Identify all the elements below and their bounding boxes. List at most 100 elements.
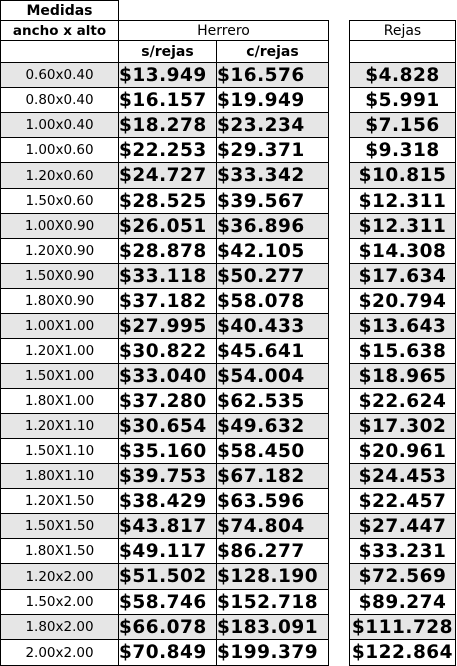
rejas-price: $24.453 bbox=[349, 463, 456, 489]
size-cell: 1.80X1.00 bbox=[0, 388, 119, 414]
rejas-blank-cell bbox=[349, 40, 456, 63]
sin-rejas-price: $18.278 bbox=[118, 112, 217, 138]
con-rejas-price: $16.576 bbox=[216, 62, 329, 88]
sin-rejas-price: $33.118 bbox=[118, 263, 217, 289]
rejas-price: $27.447 bbox=[349, 513, 456, 539]
table-row: 1.50x0.60 $28.525 $39.567 bbox=[0, 188, 329, 214]
table-row: $15.638 bbox=[349, 338, 456, 364]
con-rejas-price: $45.641 bbox=[216, 338, 329, 364]
table-row: 1.50X0.90 $33.118 $50.277 bbox=[0, 263, 329, 289]
sin-rejas-price: $26.051 bbox=[118, 213, 217, 239]
table-row: 1.50x2.00 $58.746 $152.718 bbox=[0, 589, 329, 615]
size-cell: 1.80X1.50 bbox=[0, 538, 119, 564]
sin-rejas-price: $28.878 bbox=[118, 238, 217, 264]
size-cell: 1.00x0.40 bbox=[0, 112, 119, 138]
size-cell: 1.20X1.00 bbox=[0, 338, 119, 364]
table-row: $20.794 bbox=[349, 288, 456, 314]
blank-header-cell bbox=[0, 40, 119, 63]
table-row: $12.311 bbox=[349, 188, 456, 214]
size-cell: 1.00x0.60 bbox=[0, 137, 119, 163]
size-cell: 1.20X1.50 bbox=[0, 488, 119, 514]
rejas-price: $20.794 bbox=[349, 288, 456, 314]
rejas-price: $14.308 bbox=[349, 238, 456, 264]
size-cell: 1.50X1.10 bbox=[0, 438, 119, 464]
table-row: $20.961 bbox=[349, 438, 456, 464]
table-row: $111.728 bbox=[349, 614, 456, 640]
size-cell: 1.50X0.90 bbox=[0, 263, 119, 289]
table-row: $14.308 bbox=[349, 238, 456, 264]
size-cell: 1.00X1.00 bbox=[0, 313, 119, 339]
con-rejas-price: $19.949 bbox=[216, 87, 329, 113]
con-rejas-price: $39.567 bbox=[216, 188, 329, 214]
con-rejas-price: $54.004 bbox=[216, 363, 329, 389]
rejas-price: $89.274 bbox=[349, 589, 456, 615]
con-rejas-price: $58.078 bbox=[216, 288, 329, 314]
rejas-price: $72.569 bbox=[349, 563, 456, 590]
rejas-price: $9.318 bbox=[349, 137, 456, 163]
size-cell: 1.80X0.90 bbox=[0, 288, 119, 314]
table-row: 1.80X1.50 $49.117 $86.277 bbox=[0, 538, 329, 564]
sin-rejas-price: $49.117 bbox=[118, 538, 217, 564]
table-row: $22.457 bbox=[349, 488, 456, 514]
sin-rejas-price: $58.746 bbox=[118, 589, 217, 615]
ancho-alto-header: ancho x alto bbox=[0, 20, 119, 41]
table-row: 1.20X0.90 $28.878 $42.105 bbox=[0, 238, 329, 264]
table-row: 0.60x0.40 $13.949 $16.576 bbox=[0, 62, 329, 88]
sin-rejas-header: s/rejas bbox=[118, 40, 217, 63]
herrero-header: Herrero bbox=[118, 20, 329, 41]
rejas-price: $18.965 bbox=[349, 363, 456, 389]
rejas-price: $20.961 bbox=[349, 438, 456, 464]
rejas-price: $15.638 bbox=[349, 338, 456, 364]
size-cell: 1.20x2.00 bbox=[0, 563, 119, 590]
con-rejas-price: $36.896 bbox=[216, 213, 329, 239]
table-row: $9.318 bbox=[349, 137, 456, 163]
con-rejas-price: $33.342 bbox=[216, 162, 329, 189]
table-row: $18.965 bbox=[349, 363, 456, 389]
sin-rejas-price: $33.040 bbox=[118, 363, 217, 389]
table-row: 1.00x0.40 $18.278 $23.234 bbox=[0, 112, 329, 138]
size-cell: 1.50X1.50 bbox=[0, 513, 119, 539]
size-cell: 1.50X1.00 bbox=[0, 363, 119, 389]
medidas-header: Medidas bbox=[0, 0, 119, 21]
rejas-price: $33.231 bbox=[349, 538, 456, 564]
table-row: $4.828 bbox=[349, 62, 456, 88]
size-cell: 2.00x2.00 bbox=[0, 639, 119, 666]
size-cell: 1.00X0.90 bbox=[0, 213, 119, 239]
table-row: $89.274 bbox=[349, 589, 456, 615]
rejas-price: $7.156 bbox=[349, 112, 456, 138]
sin-rejas-price: $24.727 bbox=[118, 162, 217, 189]
size-cell: 1.80x2.00 bbox=[0, 614, 119, 640]
rejas-price-table: $4.828 $5.991 $7.156 $9.318 $10.815 $12.311 $1… bbox=[349, 62, 456, 666]
table-row: 1.20X1.50 $38.429 $63.596 bbox=[0, 488, 329, 514]
table-row: 2.00x2.00 $70.849 $199.379 bbox=[0, 639, 329, 666]
rejas-price: $22.457 bbox=[349, 488, 456, 514]
con-rejas-price: $199.379 bbox=[216, 639, 329, 666]
con-rejas-price: $67.182 bbox=[216, 463, 329, 489]
con-rejas-price: $86.277 bbox=[216, 538, 329, 564]
sin-rejas-price: $37.280 bbox=[118, 388, 217, 414]
con-rejas-price: $40.433 bbox=[216, 313, 329, 339]
size-cell: 1.20X1.10 bbox=[0, 413, 119, 439]
size-cell: 1.20X0.90 bbox=[0, 238, 119, 264]
sin-rejas-price: $28.525 bbox=[118, 188, 217, 214]
rejas-price: $111.728 bbox=[349, 614, 456, 640]
table-row: 1.00X0.90 $26.051 $36.896 bbox=[0, 213, 329, 239]
sin-rejas-price: $51.502 bbox=[118, 563, 217, 590]
size-cell: 1.20x0.60 bbox=[0, 162, 119, 189]
table-row: $122.864 bbox=[349, 639, 456, 666]
size-cell: 0.80x0.40 bbox=[0, 87, 119, 113]
table-row: 0.80x0.40 $16.157 $19.949 bbox=[0, 87, 329, 113]
con-rejas-price: $152.718 bbox=[216, 589, 329, 615]
sin-rejas-price: $38.429 bbox=[118, 488, 217, 514]
sin-rejas-price: $30.822 bbox=[118, 338, 217, 364]
rejas-price: $12.311 bbox=[349, 188, 456, 214]
table-row: $13.643 bbox=[349, 313, 456, 339]
table-row: 1.80X1.10 $39.753 $67.182 bbox=[0, 463, 329, 489]
table-row: 1.50X1.50 $43.817 $74.804 bbox=[0, 513, 329, 539]
rejas-price: $17.302 bbox=[349, 413, 456, 439]
sin-rejas-price: $37.182 bbox=[118, 288, 217, 314]
con-rejas-price: $42.105 bbox=[216, 238, 329, 264]
size-cell: 1.80X1.10 bbox=[0, 463, 119, 489]
sin-rejas-price: $39.753 bbox=[118, 463, 217, 489]
sin-rejas-price: $16.157 bbox=[118, 87, 217, 113]
